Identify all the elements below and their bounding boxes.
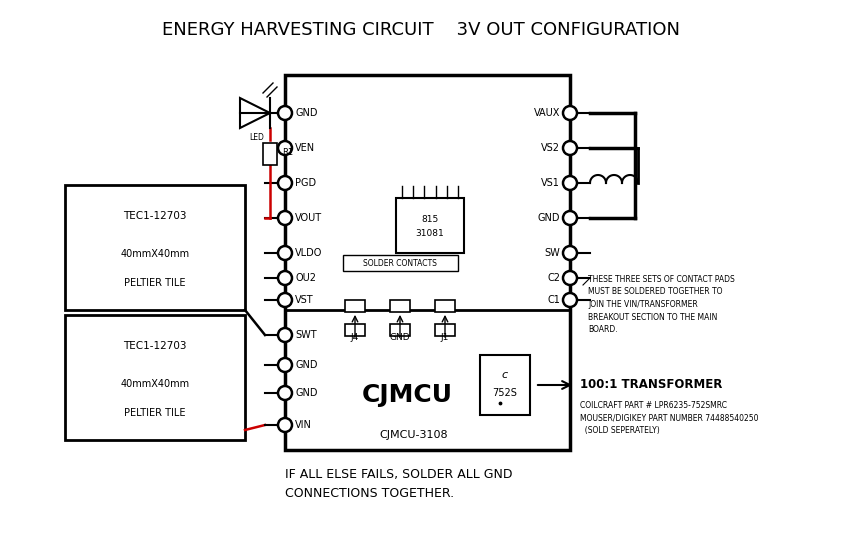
Text: MOUSER/DIGIKEY PART NUMBER 74488540250: MOUSER/DIGIKEY PART NUMBER 74488540250 bbox=[580, 413, 759, 422]
Text: VAUX: VAUX bbox=[534, 108, 560, 118]
Text: J4: J4 bbox=[351, 334, 359, 343]
Circle shape bbox=[278, 386, 292, 400]
Circle shape bbox=[278, 418, 292, 432]
Circle shape bbox=[278, 246, 292, 260]
Text: CJMCU: CJMCU bbox=[362, 383, 453, 407]
Circle shape bbox=[563, 293, 577, 307]
Text: PELTIER TILE: PELTIER TILE bbox=[124, 277, 185, 287]
Circle shape bbox=[278, 106, 292, 120]
Text: J1: J1 bbox=[441, 334, 449, 343]
Bar bbox=[390, 324, 410, 336]
Bar bbox=[435, 324, 455, 336]
Text: VLDO: VLDO bbox=[295, 248, 322, 258]
Circle shape bbox=[563, 211, 577, 225]
Text: OU2: OU2 bbox=[295, 273, 316, 283]
Text: COILCRAFT PART # LPR6235-752SMRC: COILCRAFT PART # LPR6235-752SMRC bbox=[580, 401, 727, 410]
Text: ENERGY HARVESTING CIRCUIT    3V OUT CONFIGURATION: ENERGY HARVESTING CIRCUIT 3V OUT CONFIGU… bbox=[163, 21, 680, 39]
Bar bbox=[345, 324, 365, 336]
Bar bbox=[396, 198, 464, 253]
Text: (SOLD SEPERATELY): (SOLD SEPERATELY) bbox=[580, 426, 660, 435]
Text: VEN: VEN bbox=[295, 143, 315, 153]
Bar bbox=[342, 255, 458, 271]
Circle shape bbox=[278, 328, 292, 342]
Circle shape bbox=[278, 176, 292, 190]
Text: VS1: VS1 bbox=[541, 178, 560, 188]
Text: VOUT: VOUT bbox=[295, 213, 322, 223]
Text: TEC1-12703: TEC1-12703 bbox=[123, 211, 187, 222]
Circle shape bbox=[563, 141, 577, 155]
Circle shape bbox=[563, 106, 577, 120]
Bar bbox=[65, 185, 245, 310]
Text: 752S: 752S bbox=[492, 388, 518, 398]
Circle shape bbox=[278, 141, 292, 155]
Circle shape bbox=[278, 293, 292, 307]
Text: C2: C2 bbox=[547, 273, 560, 283]
Text: TEC1-12703: TEC1-12703 bbox=[123, 341, 187, 351]
Bar bbox=[285, 75, 570, 450]
Bar bbox=[263, 143, 277, 165]
Bar bbox=[390, 300, 410, 312]
Text: GND: GND bbox=[389, 334, 411, 343]
Text: VS2: VS2 bbox=[541, 143, 560, 153]
Text: CJMCU-3108: CJMCU-3108 bbox=[379, 430, 448, 440]
Text: VST: VST bbox=[295, 295, 314, 305]
Text: 815: 815 bbox=[422, 214, 438, 224]
Circle shape bbox=[278, 211, 292, 225]
Text: 40mmX40mm: 40mmX40mm bbox=[121, 249, 190, 259]
Bar bbox=[480, 355, 530, 415]
Circle shape bbox=[563, 271, 577, 285]
Circle shape bbox=[278, 271, 292, 285]
Text: GND: GND bbox=[295, 108, 318, 118]
Text: PELTIER TILE: PELTIER TILE bbox=[124, 407, 185, 417]
Bar bbox=[65, 315, 245, 440]
Text: GND: GND bbox=[538, 213, 560, 223]
Circle shape bbox=[278, 358, 292, 372]
Text: 40mmX40mm: 40mmX40mm bbox=[121, 379, 190, 389]
Bar bbox=[345, 300, 365, 312]
Text: SW: SW bbox=[545, 248, 560, 258]
Text: THESE THREE SETS OF CONTACT PADS
MUST BE SOLDERED TOGETHER TO
JOIN THE VIN/TRANS: THESE THREE SETS OF CONTACT PADS MUST BE… bbox=[588, 275, 735, 334]
Text: C1: C1 bbox=[547, 295, 560, 305]
Text: IF ALL ELSE FAILS, SOLDER ALL GND
CONNECTIONS TOGETHER.: IF ALL ELSE FAILS, SOLDER ALL GND CONNEC… bbox=[285, 468, 513, 500]
Text: GND: GND bbox=[295, 388, 318, 398]
Circle shape bbox=[563, 176, 577, 190]
Text: 31081: 31081 bbox=[416, 228, 444, 238]
Text: R1: R1 bbox=[282, 148, 293, 157]
Text: GND: GND bbox=[295, 360, 318, 370]
Text: c: c bbox=[502, 370, 508, 380]
Text: PGD: PGD bbox=[295, 178, 316, 188]
Circle shape bbox=[563, 246, 577, 260]
Bar bbox=[435, 300, 455, 312]
Text: LED: LED bbox=[250, 133, 265, 142]
Text: SOLDER CONTACTS: SOLDER CONTACTS bbox=[363, 258, 437, 267]
Text: VIN: VIN bbox=[295, 420, 312, 430]
Text: SWT: SWT bbox=[295, 330, 317, 340]
Text: 100:1 TRANSFORMER: 100:1 TRANSFORMER bbox=[580, 378, 722, 392]
